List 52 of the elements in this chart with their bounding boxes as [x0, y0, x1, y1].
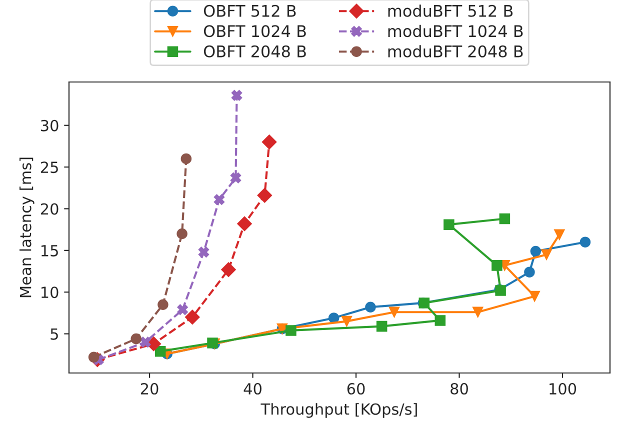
point — [286, 325, 296, 336]
point — [198, 246, 210, 258]
x-tick-label: 80 — [450, 382, 468, 395]
point — [524, 266, 535, 278]
point — [154, 346, 166, 357]
x-tick-label: 60 — [347, 382, 365, 395]
point — [472, 306, 484, 318]
point — [158, 299, 168, 310]
point — [214, 194, 225, 205]
point — [257, 188, 272, 203]
point — [184, 310, 200, 325]
y-tick-label: 5 — [50, 328, 58, 340]
point — [529, 290, 540, 302]
point — [388, 306, 400, 318]
point — [262, 134, 277, 150]
point — [444, 219, 454, 230]
y-tick-label: 10 — [42, 286, 58, 298]
point — [530, 246, 542, 257]
point — [230, 172, 242, 184]
legend-label: OBFT 512 B — [204, 4, 296, 17]
legend-label: moduBFT 512 B — [388, 4, 513, 17]
y-tick-label: 30 — [41, 120, 58, 132]
point — [376, 320, 388, 332]
legend-label: OBFT 2048 B — [204, 45, 306, 58]
point — [221, 262, 236, 277]
point — [434, 315, 446, 326]
point — [176, 228, 188, 240]
point — [140, 336, 151, 348]
y-tick-label: 20 — [40, 203, 58, 215]
point — [237, 216, 252, 232]
point — [499, 213, 510, 224]
legend-label: moduBFT 2048 B — [388, 45, 523, 58]
x-tick-label: 20 — [140, 382, 158, 395]
point — [541, 249, 552, 260]
x-tick-label: 100 — [550, 382, 576, 395]
point — [177, 304, 188, 316]
legend-label: OBFT 1024 B — [204, 25, 306, 38]
point — [365, 302, 376, 313]
point — [580, 236, 591, 248]
y-axis-title: Mean latency [ms] — [19, 158, 34, 298]
point — [341, 316, 352, 327]
y-tick-label: 25 — [40, 162, 58, 174]
point — [231, 90, 242, 101]
x-tick-label: 40 — [244, 382, 262, 395]
legend-label: moduBFT 1024 B — [388, 24, 523, 38]
point — [492, 260, 502, 271]
point — [554, 229, 565, 240]
x-axis-title: Throughput [KOps/s] — [260, 403, 417, 418]
point — [130, 333, 142, 344]
point — [180, 153, 192, 164]
y-tick-label: 15 — [42, 245, 58, 256]
point — [328, 312, 340, 324]
